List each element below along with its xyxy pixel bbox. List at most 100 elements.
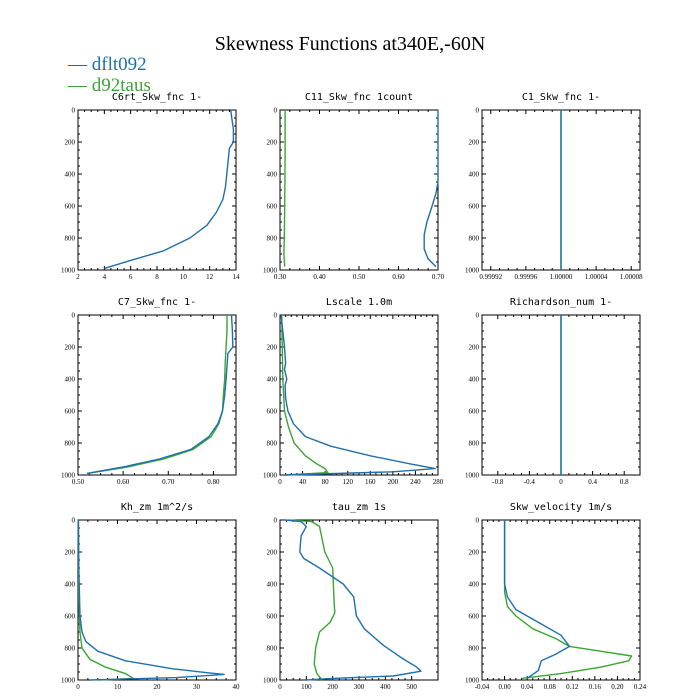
panel-title: C6rt_Skw_fnc 1- <box>112 92 202 103</box>
y-tick-label: 400 <box>267 171 278 179</box>
x-tick-label: 0.80 <box>207 478 220 486</box>
panel-title: Skw_velocity 1m/s <box>510 502 612 513</box>
y-tick-label: 1000 <box>61 472 76 480</box>
x-tick-label: 120 <box>342 478 353 486</box>
y-tick-label: 400 <box>469 581 480 589</box>
x-tick-label: 0.30 <box>274 273 287 281</box>
y-tick-label: 400 <box>65 171 76 179</box>
panel-title: Richardson_num 1- <box>510 297 612 308</box>
x-tick-label: 40 <box>233 683 241 691</box>
y-tick-label: 600 <box>469 203 480 211</box>
x-tick-label: 300 <box>354 683 365 691</box>
plot-frame <box>77 109 237 271</box>
chart-panel-5: Lscale 1.0m 0 40 80 120 160 200 240 280 0 200 400 60… <box>263 297 444 486</box>
x-tick-label: -0.4 <box>524 478 536 486</box>
x-tick-label: 6 <box>129 273 133 281</box>
y-tick-label: 800 <box>469 235 480 243</box>
y-tick-label: 200 <box>469 549 480 557</box>
y-tick-label: 800 <box>267 645 278 653</box>
chart-panel-1: C6rt_Skw_fnc 1- 2 4 6 8 10 12 14 0 200 400 600 800 10… <box>61 92 240 281</box>
x-tick-label: 0.99992 <box>479 273 502 281</box>
y-tick-label: 400 <box>65 376 76 384</box>
y-tick-label: 800 <box>267 235 278 243</box>
series-line-dflt092 <box>423 110 439 268</box>
series-line-dflt092 <box>104 109 235 270</box>
y-tick-label: 600 <box>267 613 278 621</box>
y-tick-label: 1000 <box>263 472 278 480</box>
y-tick-label: 400 <box>469 171 480 179</box>
y-tick-label: 1000 <box>61 267 76 275</box>
y-tick-label: 0 <box>72 517 76 525</box>
x-tick-label: 0 <box>76 683 80 691</box>
x-tick-label: 0.8 <box>620 478 629 486</box>
y-tick-label: 0 <box>72 107 76 115</box>
series-line-dflt092 <box>86 314 234 475</box>
y-tick-label: 400 <box>65 581 76 589</box>
x-tick-label: -0.04 <box>475 683 490 691</box>
x-tick-label: 100 <box>301 683 312 691</box>
x-tick-label: 400 <box>380 683 391 691</box>
x-tick-label: 20 <box>154 683 162 691</box>
y-tick-label: 200 <box>267 549 278 557</box>
y-tick-label: 600 <box>65 613 76 621</box>
plot-frame <box>279 109 439 271</box>
panel-title: Lscale 1.0m <box>326 297 392 308</box>
y-tick-label: 0 <box>476 107 480 115</box>
x-tick-label: 0.70 <box>432 273 445 281</box>
plot-frame <box>279 314 439 476</box>
y-tick-label: 200 <box>65 139 76 147</box>
chart-panel-3: C1_Skw_fnc 1- 0.99992 0.99996 1.00000 1.0000… <box>465 92 643 281</box>
legend-entry-dflt092: — dflt092 <box>67 54 147 75</box>
x-tick-label: 0.60 <box>117 478 130 486</box>
x-tick-label: 14 <box>233 273 241 281</box>
series-line-dflt092 <box>77 519 225 681</box>
y-tick-label: 0 <box>476 312 480 320</box>
chart-panel-8: tau_zm 1s 0 100 200 300 400 500 0 200 400 600 800 10… <box>263 502 439 691</box>
y-tick-label: 800 <box>65 440 76 448</box>
x-tick-label: 0.50 <box>353 273 366 281</box>
x-tick-label: 160 <box>365 478 376 486</box>
x-tick-label: 0 <box>559 478 563 486</box>
x-tick-label: 0.70 <box>162 478 175 486</box>
x-tick-label: 0.04 <box>521 683 534 691</box>
panel-title: Kh_zm 1m^2/s <box>121 502 193 513</box>
y-tick-label: 600 <box>469 408 480 416</box>
y-tick-label: 600 <box>65 408 76 416</box>
panel-title: tau_zm 1s <box>332 502 386 513</box>
y-tick-label: 0 <box>476 517 480 525</box>
figure-title: Skewness Functions at340E,-60N <box>215 33 486 55</box>
series-line-d92taus <box>283 110 286 267</box>
x-tick-label: 500 <box>406 683 417 691</box>
y-tick-label: 1000 <box>263 677 278 685</box>
x-tick-label: 80 <box>322 478 330 486</box>
x-tick-label: 0.40 <box>313 273 326 281</box>
panel-title: C11_Skw_fnc 1count <box>305 92 413 103</box>
series-line-d92taus <box>287 519 336 681</box>
x-tick-label: 200 <box>388 478 399 486</box>
x-tick-label: 0.60 <box>392 273 405 281</box>
y-tick-label: 800 <box>65 235 76 243</box>
x-tick-label: 1.00000 <box>550 273 573 281</box>
y-tick-label: 0 <box>274 107 278 115</box>
panel-title: C7_Skw_fnc 1- <box>118 297 196 308</box>
y-tick-label: 0 <box>72 312 76 320</box>
y-tick-label: 200 <box>65 344 76 352</box>
y-tick-label: 1000 <box>465 472 480 480</box>
plot-frame <box>77 519 237 681</box>
y-tick-label: 400 <box>469 376 480 384</box>
x-tick-label: 240 <box>410 478 421 486</box>
y-tick-label: 600 <box>267 408 278 416</box>
y-tick-label: 200 <box>469 139 480 147</box>
x-tick-label: 280 <box>433 478 444 486</box>
x-tick-label: 0.20 <box>611 683 624 691</box>
x-tick-label: 0.16 <box>589 683 602 691</box>
y-tick-label: 1000 <box>465 677 480 685</box>
series-line-dflt092 <box>503 520 571 679</box>
x-tick-label: 4 <box>103 273 107 281</box>
y-tick-label: 800 <box>469 645 480 653</box>
plot-frame <box>279 519 439 681</box>
chart-panel-9: Skw_velocity 1m/s -0.04 0.00 0.04 0.08 0.12 0.… <box>465 502 647 691</box>
x-tick-label: 0.24 <box>634 683 647 691</box>
